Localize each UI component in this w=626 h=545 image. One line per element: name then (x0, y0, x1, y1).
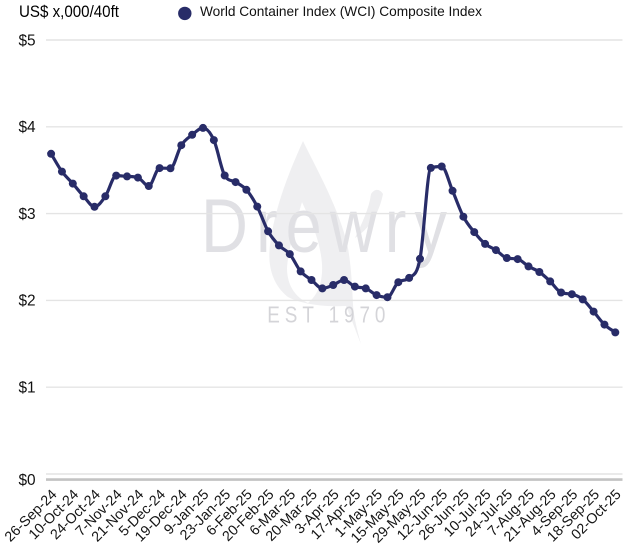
svg-text:EST 1970: EST 1970 (267, 302, 390, 328)
svg-text:Drewry: Drewry (201, 184, 455, 269)
svg-text:US$ x,000/40ft: US$ x,000/40ft (19, 2, 119, 21)
svg-text:$0: $0 (19, 472, 36, 489)
svg-text:$2: $2 (19, 293, 36, 310)
svg-text:$3: $3 (19, 206, 36, 223)
svg-text:$4: $4 (19, 119, 37, 136)
svg-text:$1: $1 (19, 380, 36, 397)
svg-text:$5: $5 (19, 32, 36, 49)
svg-text:World Container Index (WCI) Co: World Container Index (WCI) Composite In… (200, 3, 482, 19)
